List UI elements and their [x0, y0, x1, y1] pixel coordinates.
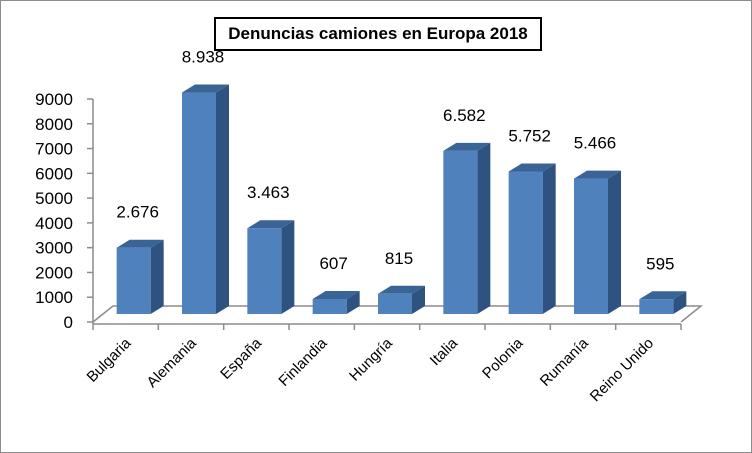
bar-top	[182, 84, 229, 93]
bar	[182, 92, 216, 314]
bar-top	[247, 220, 295, 229]
y-tick-label: 6000	[35, 164, 73, 183]
bar-top	[639, 291, 687, 300]
x-tick-label: Polonia	[479, 334, 527, 382]
data-label: 3.463	[247, 183, 290, 202]
y-tick-label: 5000	[35, 189, 73, 208]
x-tick-label: Rumanía	[537, 334, 593, 390]
x-tick-label: Alemania	[144, 334, 201, 391]
bar-side	[412, 285, 425, 314]
bar-side	[216, 84, 229, 314]
bar-side	[150, 239, 164, 314]
bar-top	[443, 142, 491, 151]
y-tick-label: 4000	[35, 214, 73, 233]
y-tick-label: 8000	[35, 115, 73, 134]
bar-top	[312, 290, 360, 299]
y-tick-label: 7000	[35, 140, 73, 159]
bar	[574, 178, 608, 314]
x-tick-label: Finlandia	[275, 334, 331, 390]
data-label: 8.938	[182, 48, 225, 67]
y-tick-label: 1000	[35, 288, 73, 307]
bar	[312, 298, 347, 314]
data-label: 2.676	[116, 203, 159, 222]
x-tick-label: Reino Unido	[587, 335, 657, 405]
bar-side	[673, 291, 687, 314]
bar	[247, 228, 282, 314]
bar-side	[608, 170, 621, 314]
data-label: 607	[319, 254, 347, 273]
bar	[378, 293, 412, 314]
bar	[116, 247, 151, 314]
data-label: 595	[646, 254, 674, 273]
x-tick-label: España	[217, 334, 265, 382]
bar-top	[116, 239, 164, 248]
bar	[508, 171, 543, 314]
bar-side	[542, 163, 556, 314]
bar	[443, 150, 478, 314]
x-tick-label: Hungría	[346, 334, 396, 384]
y-tick-label: 3000	[35, 239, 73, 258]
bar	[639, 299, 674, 314]
bar-side	[346, 290, 360, 314]
x-tick-label: Italia	[427, 334, 462, 369]
y-tick-label: 0	[64, 313, 73, 332]
y-tick-label: 2000	[35, 263, 73, 282]
data-label: 6.582	[443, 106, 486, 125]
x-tick-label: Bulgaria	[84, 334, 135, 385]
bar-top	[574, 170, 621, 179]
bar-side	[477, 142, 491, 314]
bar-top	[378, 285, 425, 294]
chart-title: Denuncias camiones en Europa 2018	[214, 17, 542, 51]
data-label: 815	[385, 249, 413, 268]
bar-top	[508, 163, 556, 172]
data-label: 5.752	[508, 126, 551, 145]
y-tick-label: 9000	[35, 90, 73, 109]
bar-side	[281, 220, 295, 314]
data-label: 5.466	[574, 134, 617, 153]
